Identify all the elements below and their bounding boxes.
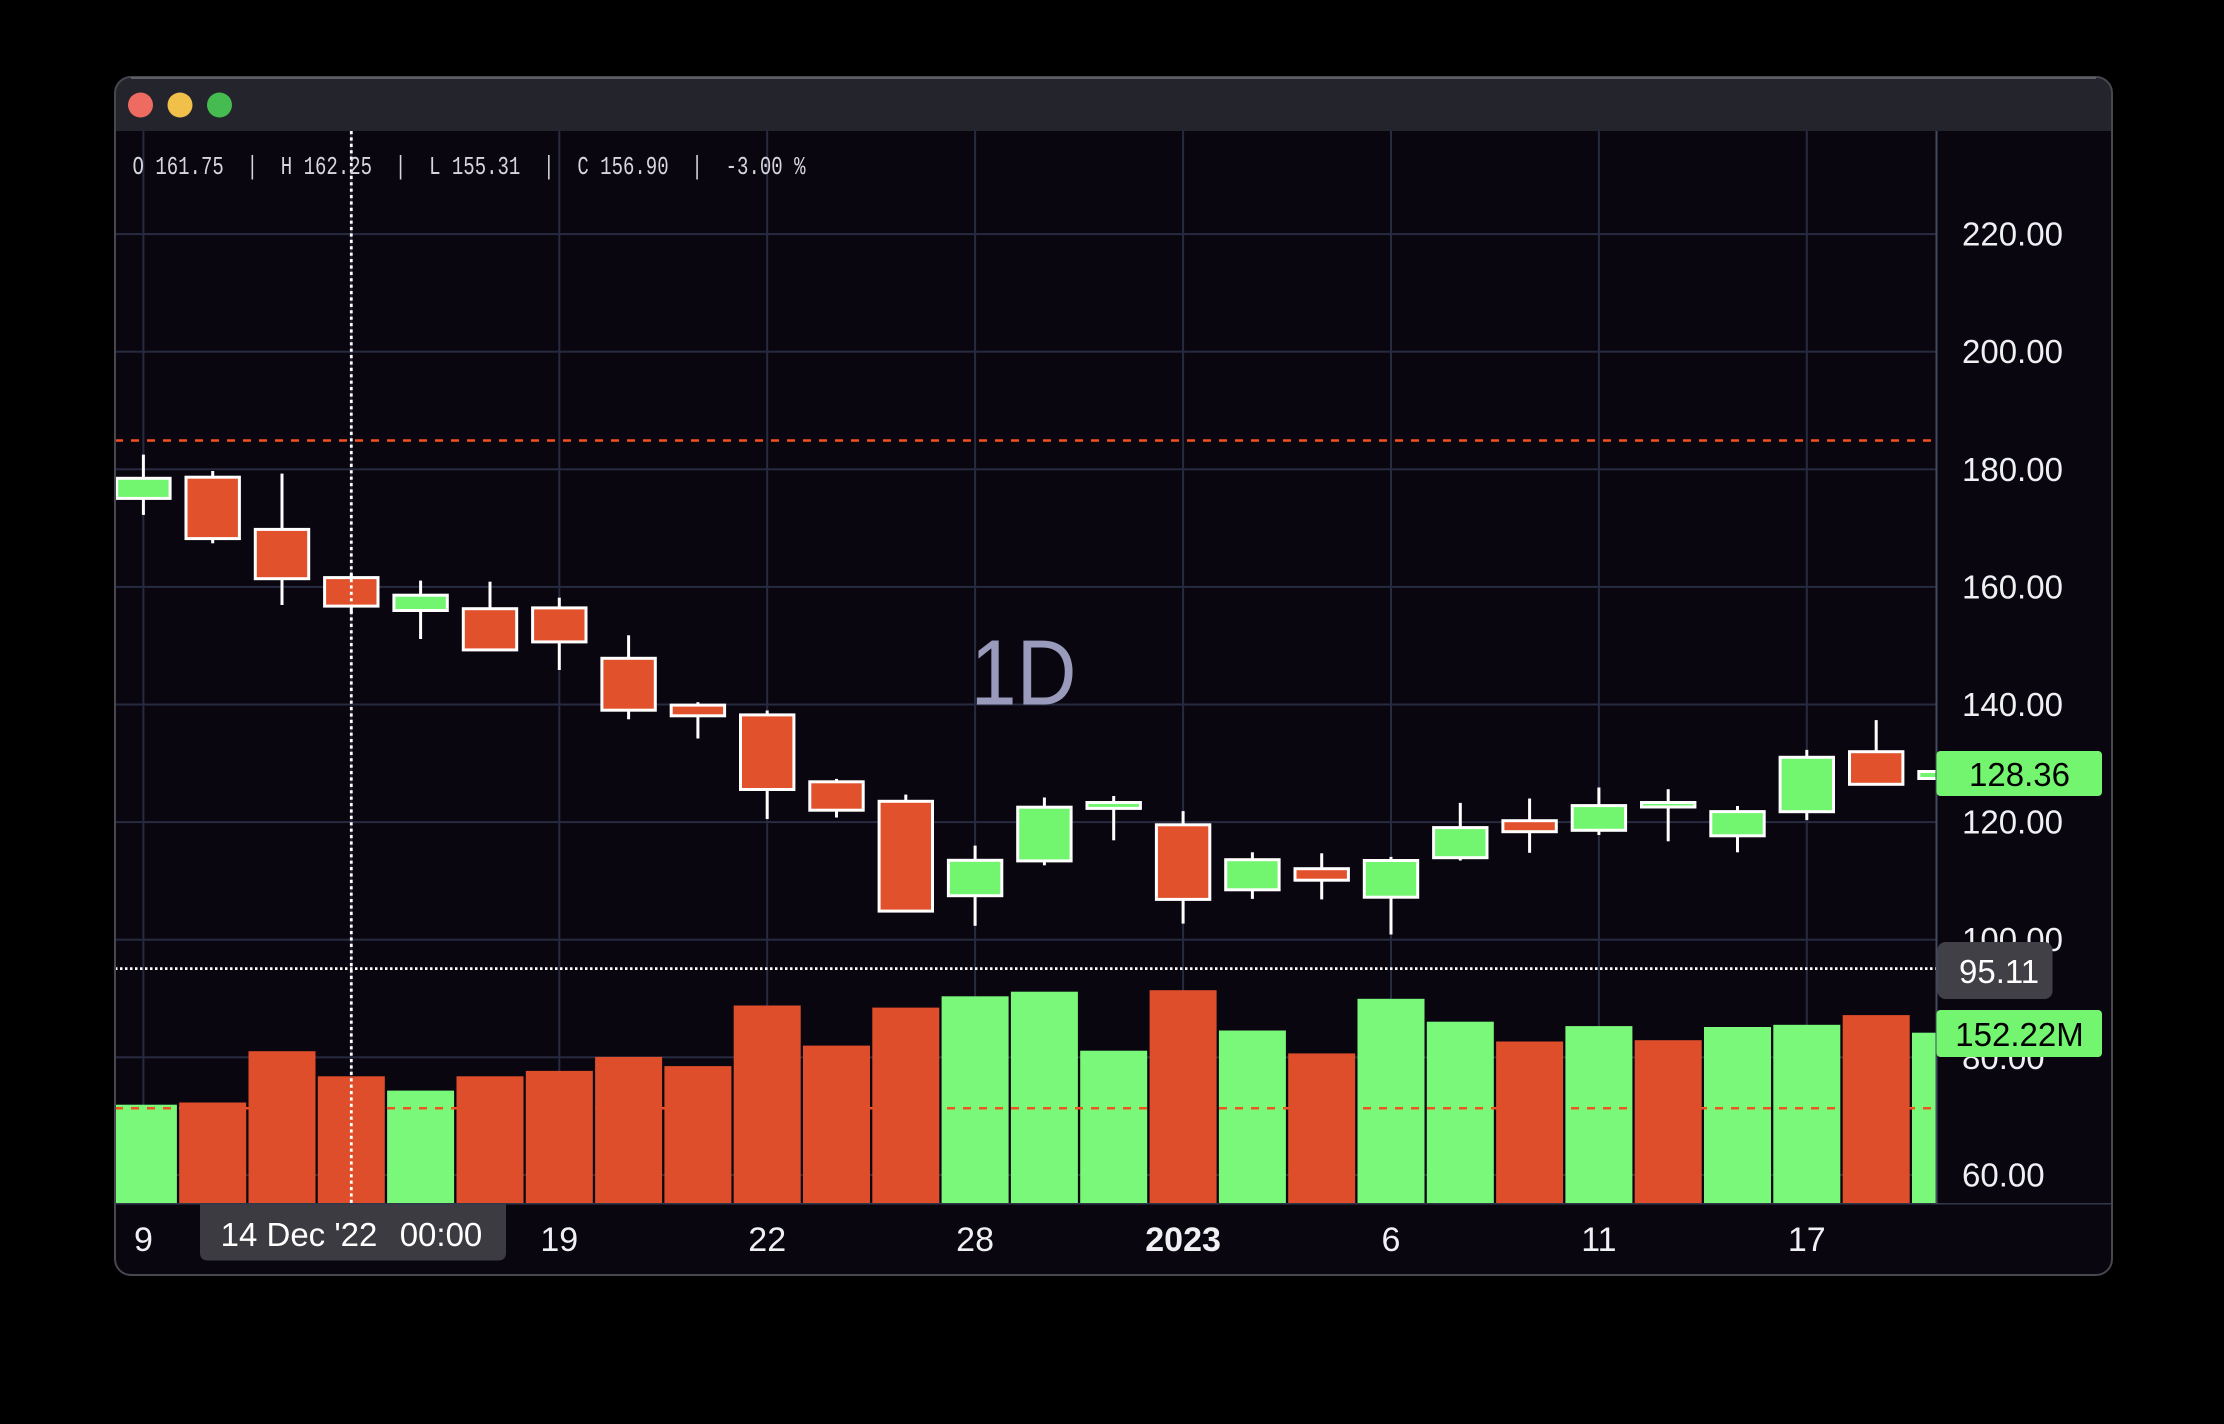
svg-text:120.00: 120.00 (1962, 804, 2063, 841)
svg-text:2023: 2023 (1145, 1221, 1221, 1259)
svg-text:17: 17 (1788, 1221, 1826, 1259)
svg-text:22: 22 (748, 1221, 786, 1259)
svg-text:11: 11 (1581, 1221, 1616, 1259)
svg-text:95.11: 95.11 (1959, 953, 2039, 990)
svg-text:152.22M: 152.22M (1955, 1016, 2083, 1053)
svg-text:28: 28 (956, 1221, 994, 1259)
svg-text:00:00: 00:00 (400, 1216, 483, 1253)
svg-text:19: 19 (540, 1221, 578, 1259)
svg-text:160.00: 160.00 (1962, 568, 2063, 605)
svg-text:128.36: 128.36 (1969, 756, 2070, 793)
svg-text:60.00: 60.00 (1962, 1156, 2045, 1193)
svg-text:14 Dec '22: 14 Dec '22 (221, 1216, 378, 1253)
svg-text:200.00: 200.00 (1962, 333, 2063, 370)
svg-text:140.00: 140.00 (1962, 686, 2063, 723)
svg-text:O 161.75 | H 162.25 | L 15: O 161.75 | H 162.25 | L 155.31 | C 156.9… (133, 152, 806, 182)
svg-text:1D: 1D (971, 621, 1077, 725)
svg-text:220.00: 220.00 (1962, 216, 2063, 253)
svg-text:9: 9 (134, 1221, 153, 1259)
svg-text:180.00: 180.00 (1962, 451, 2063, 488)
svg-text:6: 6 (1382, 1221, 1401, 1259)
